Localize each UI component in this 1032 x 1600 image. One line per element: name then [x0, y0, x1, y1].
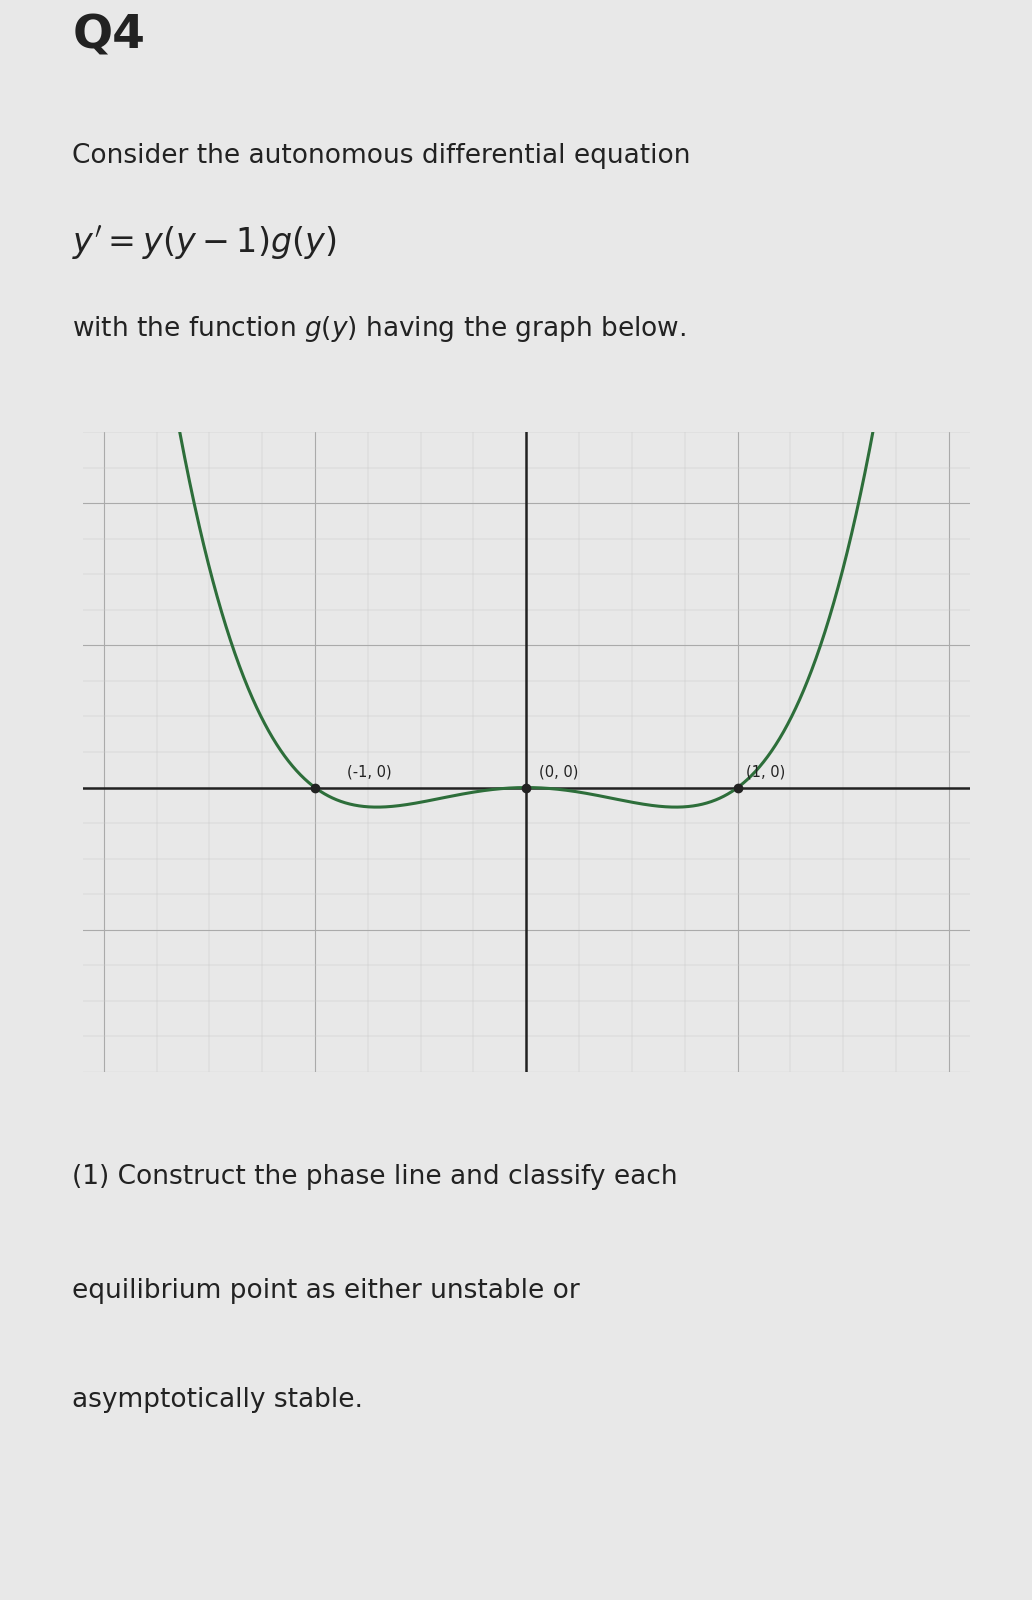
- Text: (0, 0): (0, 0): [539, 765, 578, 779]
- Text: Consider the autonomous differential equation: Consider the autonomous differential equ…: [72, 144, 690, 170]
- Text: (1, 0): (1, 0): [746, 765, 785, 779]
- Text: Q4: Q4: [72, 13, 146, 59]
- Text: asymptotically stable.: asymptotically stable.: [72, 1387, 363, 1413]
- Text: $\it{y'} = \it{y}(\it{y} - 1)\it{g}(\it{y})$: $\it{y'} = \it{y}(\it{y} - 1)\it{g}(\it{…: [72, 224, 336, 261]
- Text: with the function $\it{g}$($\it{y}$) having the graph below.: with the function $\it{g}$($\it{y}$) hav…: [72, 314, 686, 344]
- Text: (1) Construct the phase line and classify each: (1) Construct the phase line and classif…: [72, 1163, 678, 1189]
- Text: (-1, 0): (-1, 0): [347, 765, 391, 779]
- Text: equilibrium point as either unstable or: equilibrium point as either unstable or: [72, 1277, 580, 1304]
